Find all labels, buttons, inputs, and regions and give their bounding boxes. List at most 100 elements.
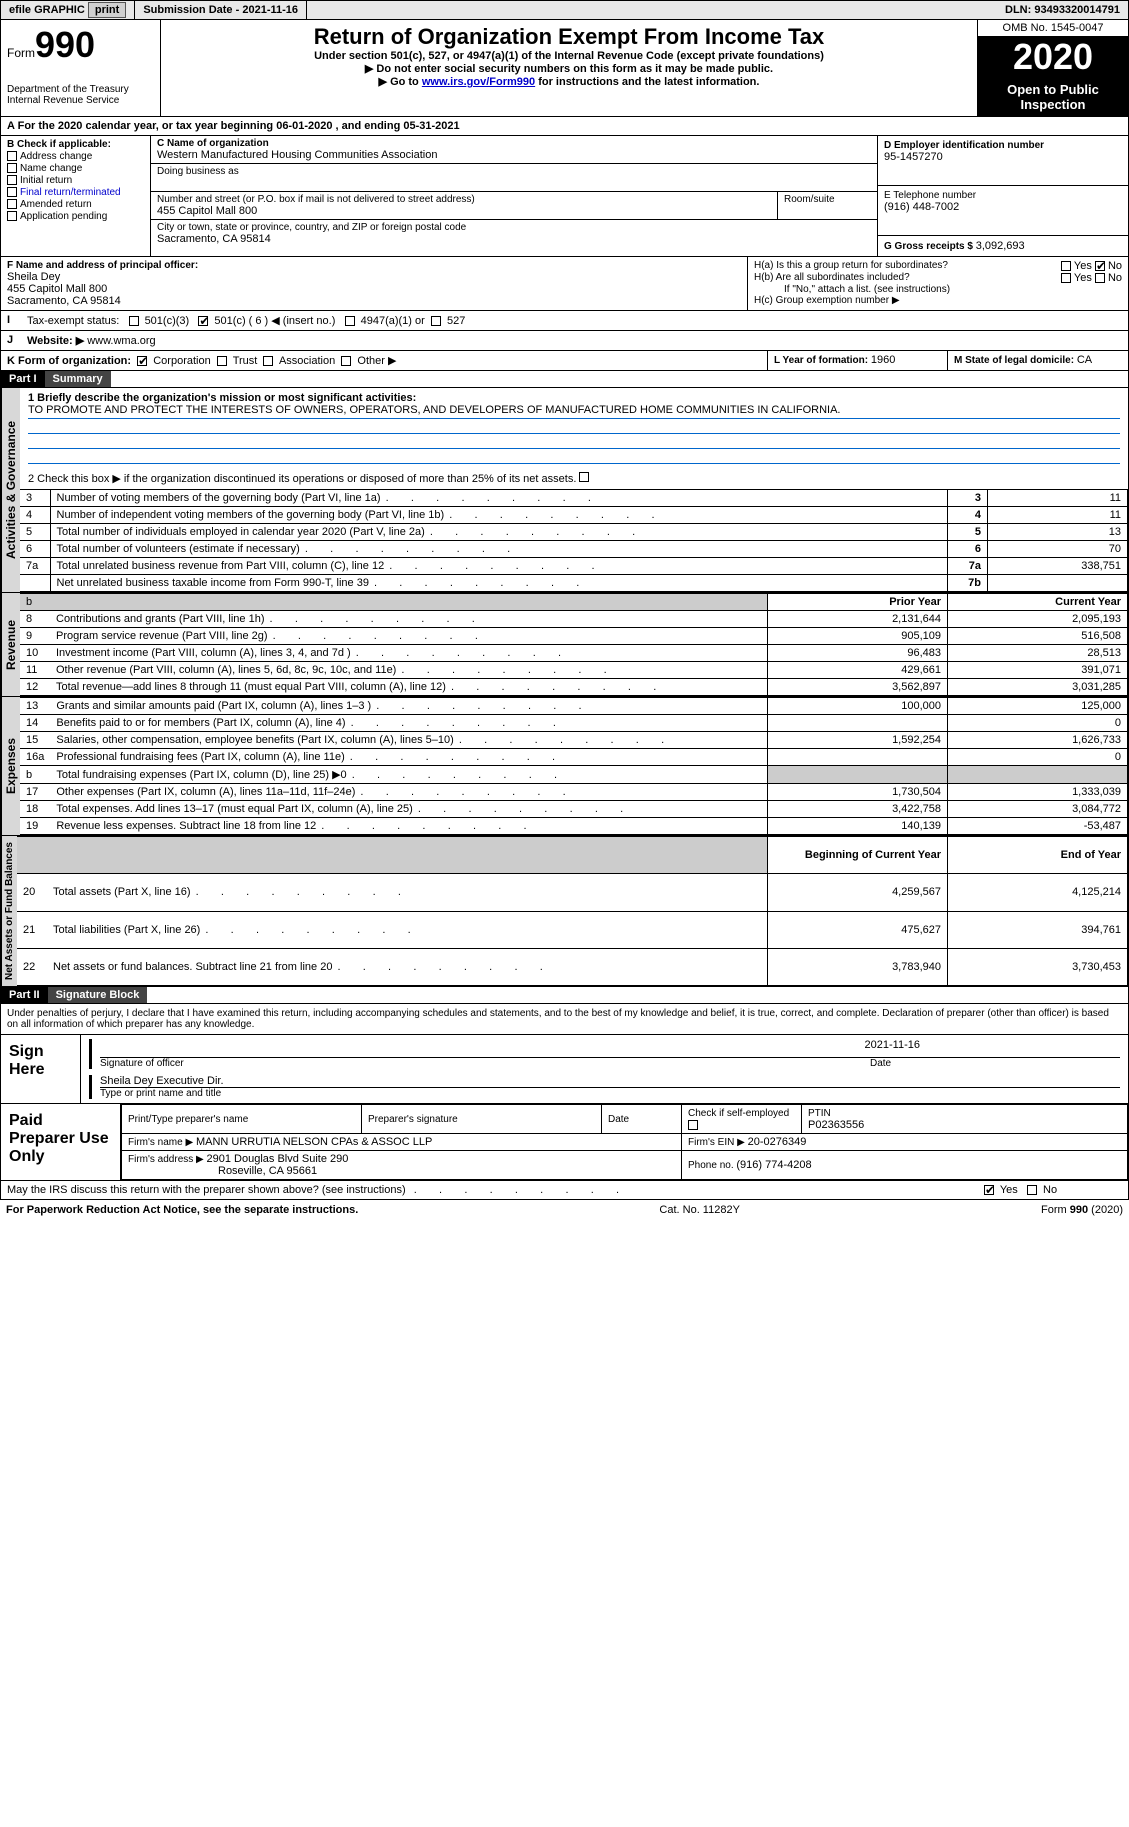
- check-corp[interactable]: [137, 356, 147, 366]
- check-501c[interactable]: [198, 316, 208, 326]
- table-row: 8Contributions and grants (Part VIII, li…: [20, 611, 1128, 628]
- table-row: 20Total assets (Part X, line 16)4,259,56…: [17, 874, 1128, 911]
- check-527[interactable]: [431, 316, 441, 326]
- table-row: 22Net assets or fund balances. Subtract …: [17, 948, 1128, 985]
- check-501c3[interactable]: [129, 316, 139, 326]
- officer-name: Sheila Dey: [7, 271, 741, 283]
- discuss-no[interactable]: [1027, 1185, 1037, 1195]
- ha-yes[interactable]: [1061, 261, 1071, 271]
- paid-preparer-block: Paid Preparer Use Only Print/Type prepar…: [0, 1104, 1129, 1181]
- table-row: 18Total expenses. Add lines 13–17 (must …: [20, 801, 1128, 818]
- table-row: 10Investment income (Part VIII, column (…: [20, 645, 1128, 662]
- net-section: Net Assets or Fund Balances Beginning of…: [0, 836, 1129, 987]
- hb-no[interactable]: [1095, 273, 1105, 283]
- discuss-row: May the IRS discuss this return with the…: [0, 1181, 1129, 1200]
- website-label: Website: ▶: [27, 335, 84, 347]
- print-button[interactable]: print: [88, 2, 126, 18]
- firm-name: MANN URRUTIA NELSON CPAs & ASSOC LLP: [196, 1136, 432, 1148]
- subtitle-1: Under section 501(c), 527, or 4947(a)(1)…: [167, 50, 971, 62]
- hb-label: H(b) Are all subordinates included?: [754, 272, 910, 284]
- sig-date-value: 2021-11-16: [100, 1039, 1120, 1057]
- box-f-label: F Name and address of principal officer:: [7, 260, 741, 271]
- firm-addr1: 2901 Douglas Blvd Suite 290: [207, 1153, 349, 1165]
- box-d-label: D Employer identification number: [884, 140, 1122, 151]
- footer-left: For Paperwork Reduction Act Notice, see …: [6, 1204, 358, 1216]
- hb-note: If "No," attach a list. (see instruction…: [754, 284, 1122, 295]
- check-assoc[interactable]: [263, 356, 273, 366]
- check-initial-return[interactable]: Initial return: [7, 174, 144, 186]
- net-table: Beginning of Current YearEnd of Year20To…: [17, 836, 1128, 986]
- subtitle-3: ▶ Go to www.irs.gov/Form990 for instruct…: [167, 75, 971, 88]
- ha-label: H(a) Is this a group return for subordin…: [754, 260, 948, 272]
- klm-row: K Form of organization: Corporation Trus…: [0, 351, 1129, 371]
- instructions-link[interactable]: www.irs.gov/Form990: [422, 76, 535, 88]
- footer-right: Form 990 (2020): [1041, 1204, 1123, 1216]
- officer-addr2: Sacramento, CA 95814: [7, 295, 741, 307]
- submission-date: Submission Date - 2021-11-16: [135, 1, 307, 19]
- check-amended[interactable]: Amended return: [7, 198, 144, 210]
- part-2-title: Signature Block: [48, 987, 148, 1003]
- check-trust[interactable]: [217, 356, 227, 366]
- revenue-label: Revenue: [1, 593, 20, 696]
- box-k-label: K Form of organization:: [7, 355, 131, 367]
- firm-addr2: Roseville, CA 95661: [128, 1165, 317, 1177]
- period-text: A For the 2020 calendar year, or tax yea…: [1, 117, 1128, 135]
- firm-ein: 20-0276349: [748, 1136, 807, 1148]
- table-row: 4Number of independent voting members of…: [20, 507, 1128, 524]
- check-self-employed[interactable]: [688, 1120, 698, 1130]
- q2-text: 2 Check this box ▶ if the organization d…: [20, 468, 1128, 489]
- org-name: Western Manufactured Housing Communities…: [157, 149, 871, 161]
- table-row: 15Salaries, other compensation, employee…: [20, 732, 1128, 749]
- part-1-tab: Part I: [1, 371, 45, 387]
- table-row: 19Revenue less expenses. Subtract line 1…: [20, 818, 1128, 835]
- box-m-label: M State of legal domicile:: [954, 355, 1077, 366]
- check-other[interactable]: [341, 356, 351, 366]
- omb-number: OMB No. 1545-0047: [978, 20, 1128, 36]
- table-row: 17Other expenses (Part IX, column (A), l…: [20, 784, 1128, 801]
- date-label: Date: [870, 1058, 1120, 1069]
- dba-label: Doing business as: [157, 166, 871, 177]
- q1-label: 1 Briefly describe the organization's mi…: [28, 392, 1120, 404]
- table-row: Net unrelated business taxable income fr…: [20, 575, 1128, 592]
- efile-label: efile GRAPHIC print: [1, 1, 135, 19]
- discuss-text: May the IRS discuss this return with the…: [7, 1184, 406, 1196]
- hb-yes[interactable]: [1061, 273, 1071, 283]
- tax-year: 2020: [978, 36, 1128, 78]
- box-g-label: G Gross receipts $: [884, 241, 976, 252]
- expense-label: Expenses: [1, 697, 20, 835]
- table-row: 21Total liabilities (Part X, line 26)475…: [17, 911, 1128, 948]
- check-name-change[interactable]: Name change: [7, 162, 144, 174]
- governance-label: Activities & Governance: [1, 388, 20, 592]
- check-address-change[interactable]: Address change: [7, 150, 144, 162]
- officer-addr1: 455 Capitol Mall 800: [7, 283, 741, 295]
- box-c-label: C Name of organization: [157, 138, 871, 149]
- box-j: J Website: ▶ www.wma.org: [0, 331, 1129, 351]
- footer: For Paperwork Reduction Act Notice, see …: [0, 1200, 1129, 1220]
- table-row: 9Program service revenue (Part VIII, lin…: [20, 628, 1128, 645]
- year-formation: 1960: [871, 354, 895, 366]
- ptin-value: P02363556: [808, 1119, 864, 1131]
- city-label: City or town, state or province, country…: [157, 222, 871, 233]
- ha-no[interactable]: [1095, 261, 1105, 271]
- form-label: Form: [7, 46, 35, 60]
- check-4947[interactable]: [345, 316, 355, 326]
- info-block: B Check if applicable: Address change Na…: [0, 136, 1129, 257]
- form-number: 990: [35, 24, 95, 65]
- check-final-return[interactable]: Final return/terminated: [7, 186, 144, 198]
- form-header: Form990 Department of the Treasury Inter…: [0, 20, 1129, 117]
- check-app-pending[interactable]: Application pending: [7, 210, 144, 222]
- box-e-label: E Telephone number: [884, 190, 1122, 201]
- addr-label: Number and street (or P.O. box if mail i…: [157, 194, 771, 205]
- top-bar: efile GRAPHIC print Submission Date - 20…: [0, 0, 1129, 20]
- check-discontinued[interactable]: [579, 472, 589, 482]
- table-row: 3Number of voting members of the governi…: [20, 490, 1128, 507]
- phone-value: (916) 448-7002: [884, 201, 1122, 213]
- table-row: 11Other revenue (Part VIII, column (A), …: [20, 662, 1128, 679]
- sign-here-label: Sign Here: [1, 1035, 81, 1103]
- room-label: Room/suite: [784, 194, 871, 205]
- discuss-yes[interactable]: [984, 1185, 994, 1195]
- gross-receipts: 3,092,693: [976, 240, 1025, 252]
- table-row: 12Total revenue—add lines 8 through 11 (…: [20, 679, 1128, 696]
- box-i: I Tax-exempt status: 501(c)(3) 501(c) ( …: [0, 311, 1129, 331]
- form-title: Return of Organization Exempt From Incom…: [167, 24, 971, 50]
